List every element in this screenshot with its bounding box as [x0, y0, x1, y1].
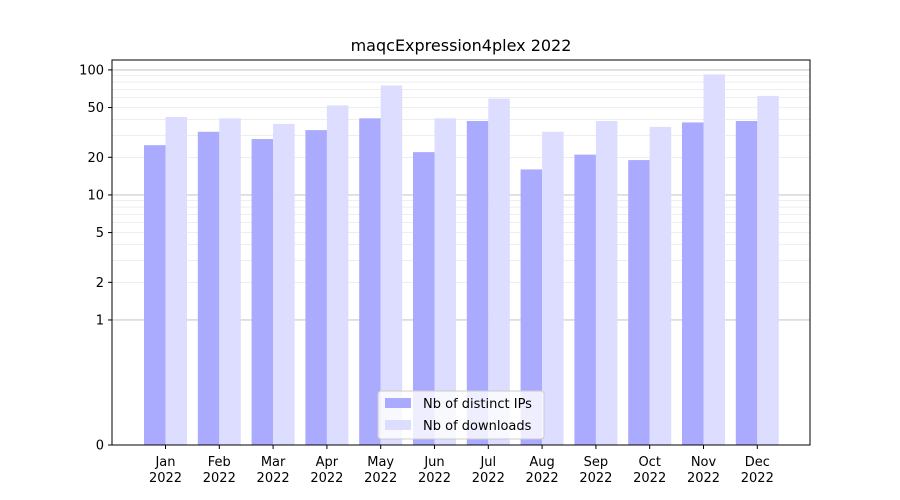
bar-downloads: [542, 131, 564, 445]
x-tick-label-month: Aug: [529, 455, 554, 470]
x-tick-label-year: 2022: [418, 471, 451, 486]
x-tick-label-month: Nov: [691, 455, 717, 470]
bar-distinct-ips: [359, 118, 381, 445]
legend-box: [377, 390, 545, 440]
y-tick-label: 1: [96, 313, 104, 328]
legend: Nb of distinct IPs Nb of downloads: [377, 390, 545, 440]
bar-downloads: [488, 98, 510, 446]
bar-downloads: [380, 85, 403, 445]
y-tick-label: 0: [96, 439, 104, 454]
bar-distinct-ips: [144, 145, 166, 445]
x-tick-label-year: 2022: [526, 471, 559, 486]
bar-downloads: [434, 118, 456, 445]
bar-distinct-ips: [520, 169, 543, 445]
bar-distinct-ips: [413, 152, 435, 445]
x-tick-label-month: Jun: [423, 455, 444, 470]
bar-downloads: [757, 95, 779, 446]
x-tick-label-month: Apr: [316, 455, 339, 470]
x-tick-label-month: Jan: [154, 455, 175, 470]
bar-downloads: [326, 105, 349, 446]
x-tick-label-month: May: [367, 455, 394, 470]
bar-distinct-ips: [305, 130, 327, 445]
bar-downloads: [273, 123, 295, 445]
legend-swatch-downloads: [385, 420, 411, 430]
bar-downloads: [595, 121, 618, 446]
bars: [144, 74, 779, 446]
x-tick-label-month: Feb: [208, 455, 231, 470]
x-tick-label-year: 2022: [741, 471, 774, 486]
x-tick-label-year: 2022: [472, 471, 505, 486]
bar-distinct-ips: [682, 122, 704, 445]
bar-downloads: [703, 74, 725, 445]
x-tick-label-year: 2022: [687, 471, 720, 486]
x-axis-ticks: Jan2022Feb2022Mar2022Apr2022May2022Jun20…: [149, 445, 774, 486]
y-tick-label: 50: [87, 101, 104, 116]
legend-label-ips: Nb of distinct IPs: [423, 397, 532, 412]
bar-distinct-ips: [735, 121, 758, 446]
bar-distinct-ips: [466, 121, 489, 446]
bar-downloads: [219, 118, 241, 445]
y-tick-label: 5: [96, 226, 104, 241]
bar-distinct-ips: [574, 154, 596, 446]
x-tick-label-year: 2022: [579, 471, 612, 486]
x-tick-label-year: 2022: [310, 471, 343, 486]
x-tick-label-year: 2022: [633, 471, 666, 486]
bar-downloads: [649, 126, 672, 446]
bar-distinct-ips: [197, 131, 220, 445]
y-tick-label: 2: [96, 276, 104, 291]
y-axis-ticks: 0 1 2 5 10 20 50 100: [79, 63, 112, 454]
x-tick-label-year: 2022: [257, 471, 290, 486]
bar-downloads: [165, 117, 187, 445]
bar-distinct-ips: [628, 160, 650, 445]
legend-swatch-ips: [385, 398, 411, 408]
x-tick-label-month: Mar: [261, 455, 286, 470]
plot-frame: [111, 59, 811, 446]
x-tick-label-year: 2022: [203, 471, 236, 486]
chart-title: maqcExpression4plex 2022: [351, 36, 572, 55]
y-tick-label: 100: [79, 63, 104, 78]
y-tick-label: 20: [87, 151, 104, 166]
x-tick-label-year: 2022: [149, 471, 182, 486]
y-tick-label: 10: [87, 188, 104, 203]
x-tick-label-month: Oct: [638, 455, 660, 470]
x-tick-label-month: Sep: [584, 455, 609, 470]
bar-distinct-ips: [251, 139, 274, 445]
x-tick-label-month: Jul: [479, 455, 496, 470]
x-tick-label-month: Dec: [745, 455, 770, 470]
legend-label-downloads: Nb of downloads: [423, 419, 532, 434]
x-tick-label-year: 2022: [364, 471, 397, 486]
